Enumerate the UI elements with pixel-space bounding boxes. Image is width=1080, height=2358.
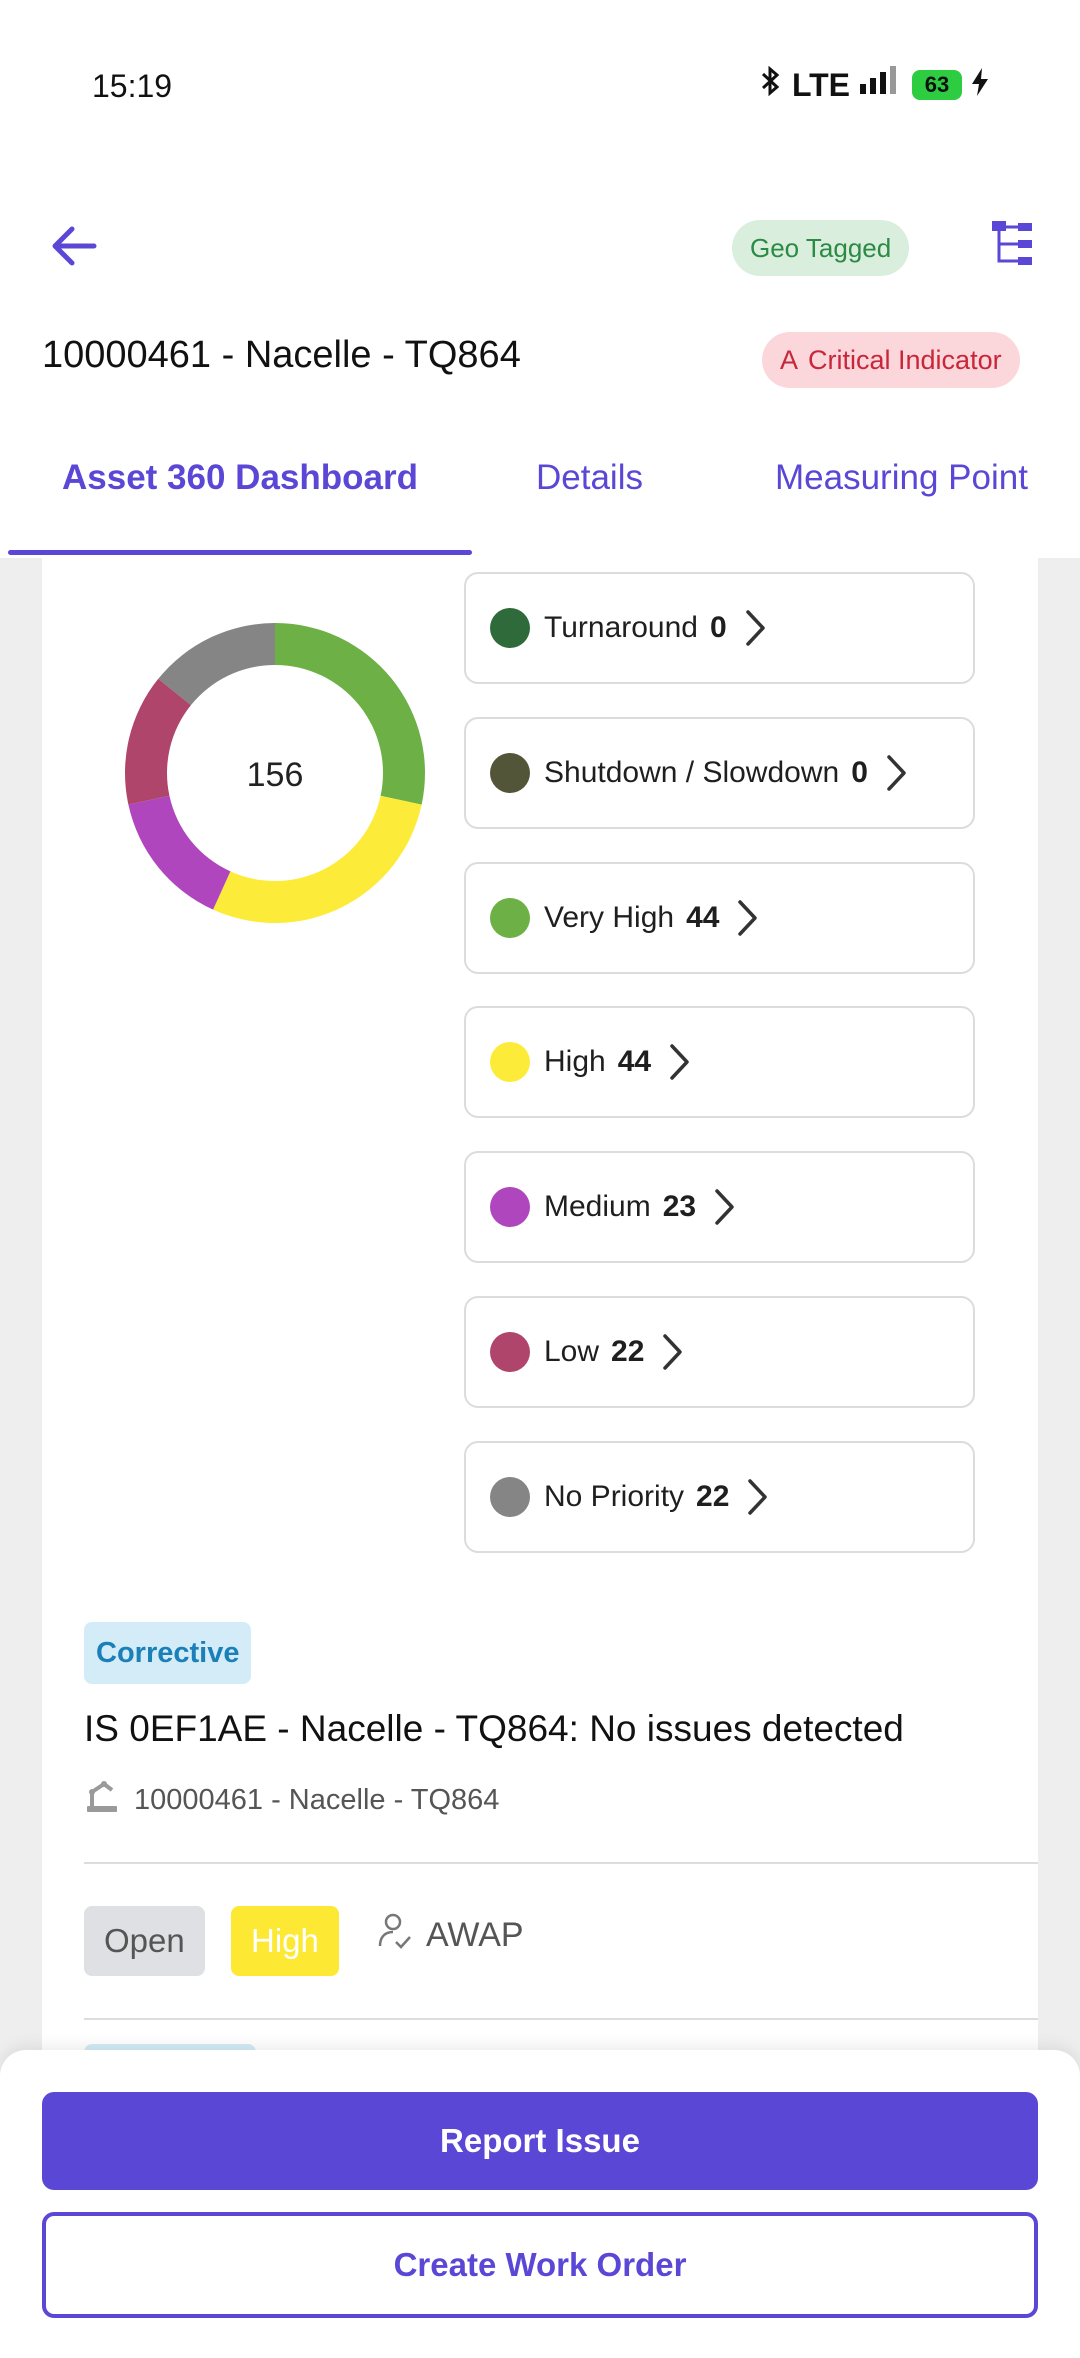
- legend-item-shutdown-slowdown[interactable]: Shutdown / Slowdown 0: [464, 717, 975, 829]
- legend-label: No Priority: [544, 1480, 685, 1513]
- chevron-right-icon: [886, 753, 914, 793]
- donut-segment-medium: [128, 795, 231, 910]
- legend-count: 0: [851, 756, 868, 789]
- hierarchy-button[interactable]: [984, 218, 1040, 274]
- charging-icon: [972, 67, 988, 104]
- signal-icon: [860, 66, 902, 104]
- legend-count: 22: [611, 1335, 645, 1368]
- chevron-right-icon: [747, 1477, 775, 1517]
- create-work-order-button[interactable]: Create Work Order: [42, 2212, 1038, 2318]
- legend-item-medium[interactable]: Medium 23: [464, 1151, 975, 1263]
- legend-dot: [490, 753, 530, 793]
- legend-dot: [490, 1187, 530, 1227]
- critical-text: Critical Indicator: [808, 344, 1002, 375]
- work-order-type-badge: Corrective: [84, 1622, 252, 1684]
- active-tab-indicator: [8, 550, 472, 555]
- work-order-title[interactable]: IS 0EF1AE - Nacelle - TQ864: No issues d…: [84, 1708, 904, 1749]
- legend-dot: [490, 1477, 530, 1517]
- legend-label: Low: [544, 1335, 600, 1368]
- back-button[interactable]: [44, 218, 104, 278]
- legend-item-no-priority[interactable]: No Priority 22: [464, 1441, 975, 1553]
- tab-measuring-point[interactable]: Measuring Point: [775, 458, 1028, 497]
- divider: [84, 1862, 1038, 1864]
- legend-dot: [490, 1042, 530, 1082]
- legend-count: 0: [709, 611, 727, 644]
- tab-asset-360-dashboard[interactable]: Asset 360 Dashboard: [62, 458, 418, 497]
- divider: [84, 2018, 1038, 2020]
- report-issue-button[interactable]: Report Issue: [42, 2092, 1038, 2190]
- bluetooth-icon: [760, 65, 782, 104]
- status-indicators: LTE 63: [760, 65, 988, 104]
- donut-segment-low: [125, 678, 191, 805]
- chevron-right-icon: [714, 1187, 742, 1227]
- legend-label: Shutdown / Slowdown: [544, 756, 840, 789]
- status-bar: 15:19 LTE 63: [0, 0, 1080, 150]
- tab-details[interactable]: Details: [536, 458, 643, 497]
- battery-indicator: 63: [912, 70, 962, 100]
- tab-bar: Asset 360 Dashboard Details Measuring Po…: [0, 430, 1080, 558]
- legend-dot: [490, 898, 530, 938]
- legend-item-low[interactable]: Low 22: [464, 1296, 975, 1408]
- legend-label: Very High: [544, 901, 675, 934]
- chevron-right-icon: [669, 1042, 697, 1082]
- critical-indicator-badge[interactable]: A Critical Indicator: [762, 332, 1020, 388]
- legend-item-very-high[interactable]: Very High 44: [464, 862, 975, 974]
- back-arrow-icon: [50, 224, 98, 273]
- donut-segment-high: [213, 795, 422, 923]
- legend-item-turnaround[interactable]: Turnaround 0: [464, 572, 975, 684]
- user-check-icon: [378, 1912, 412, 1959]
- status-chip-open: Open: [84, 1906, 205, 1976]
- legend-dot: [490, 608, 530, 648]
- legend-count: 23: [662, 1190, 697, 1223]
- legend-count: 44: [686, 901, 720, 934]
- legend-item-high[interactable]: High 44: [464, 1006, 975, 1118]
- critical-letter: A: [780, 344, 799, 375]
- legend-label: High: [544, 1045, 606, 1078]
- legend-label: Medium: [544, 1190, 651, 1223]
- asset-title: 10000461 - Nacelle - TQ864: [42, 334, 521, 376]
- robot-arm-icon: [84, 1778, 120, 1822]
- hierarchy-tree-icon: [990, 219, 1034, 274]
- geo-tagged-badge[interactable]: Geo Tagged: [732, 220, 910, 276]
- legend-label: Turnaround: [544, 611, 698, 644]
- priority-donut-chart: 156: [125, 623, 426, 923]
- donut-segment-very-high: [275, 623, 426, 805]
- assignee-name: AWAP: [426, 1916, 524, 1954]
- donut-segment-no-priority: [158, 623, 275, 706]
- work-order-asset: 10000461 - Nacelle - TQ864: [84, 1778, 499, 1822]
- network-type: LTE: [791, 66, 850, 103]
- legend-dot: [490, 1332, 530, 1372]
- legend-count: 44: [617, 1045, 652, 1078]
- legend-count: 22: [696, 1480, 730, 1513]
- chevron-right-icon: [662, 1332, 690, 1372]
- donut-total-label: 156: [247, 756, 304, 794]
- assignee: AWAP: [378, 1912, 524, 1959]
- chevron-right-icon: [737, 898, 765, 938]
- work-order-asset-label: 10000461 - Nacelle - TQ864: [134, 1783, 500, 1816]
- status-time: 15:19: [92, 68, 173, 104]
- priority-chip-high: High: [231, 1906, 339, 1976]
- chevron-right-icon: [745, 608, 773, 648]
